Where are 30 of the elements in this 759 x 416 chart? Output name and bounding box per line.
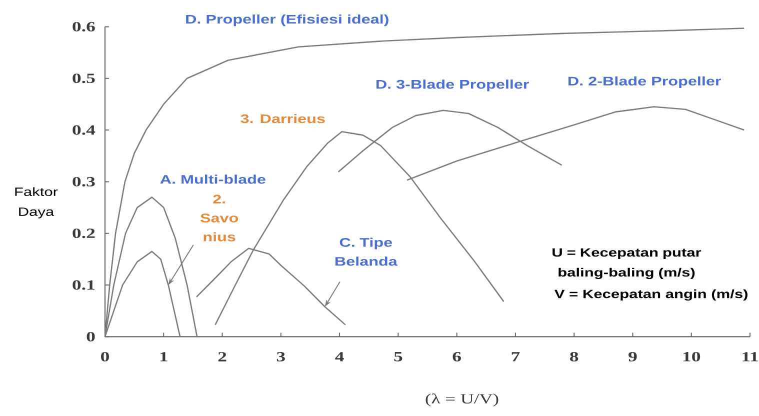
series-label: D. Propeller (Efisiesi ideal) <box>186 14 388 26</box>
x-axis-title: (λ = U/V) <box>426 394 498 406</box>
y-tick-label: 0.3 <box>72 176 95 186</box>
x-tick-label: 7 <box>512 352 520 362</box>
y-tick-label: 0 <box>86 332 95 342</box>
x-tick-label: 9 <box>628 352 637 362</box>
annotation: U = Kecepatan putar baling-baling (m/s) <box>552 248 702 280</box>
y-tick-label: 0.2 <box>72 228 95 238</box>
series-label: A. Multi-blade <box>160 174 266 184</box>
y-tick-label: 0.5 <box>72 74 95 84</box>
y-tick-label: 0.6 <box>72 22 95 32</box>
series-label: 3. Darrieus <box>240 114 325 124</box>
annotation: V = Kecepatan angin (m/s) <box>554 289 748 301</box>
x-tick-label: 0 <box>101 352 109 362</box>
x-tick-label: 3 <box>276 352 285 362</box>
x-tick-label: 10 <box>683 352 700 362</box>
text: C. Tipe Belanda <box>335 238 398 266</box>
y-tick-label: 0.1 <box>72 280 94 290</box>
text: D. 2-Blade Propeller <box>568 76 721 88</box>
x-tick-label: 1 <box>160 352 168 362</box>
text: D. 3-Blade Propeller <box>376 80 529 92</box>
y-axis-title: Faktor Daya <box>15 187 58 218</box>
x-tick-label: 6 <box>452 352 461 362</box>
x-tick-label: 5 <box>394 352 402 362</box>
y-tick-label: 0.4 <box>72 125 96 135</box>
text: 2. Savo nius <box>200 194 238 242</box>
x-tick-label: 4 <box>335 352 344 362</box>
x-tick-label: 11 <box>742 352 758 362</box>
x-tick-label: 8 <box>570 352 578 362</box>
x-tick-label: 2 <box>218 352 226 362</box>
